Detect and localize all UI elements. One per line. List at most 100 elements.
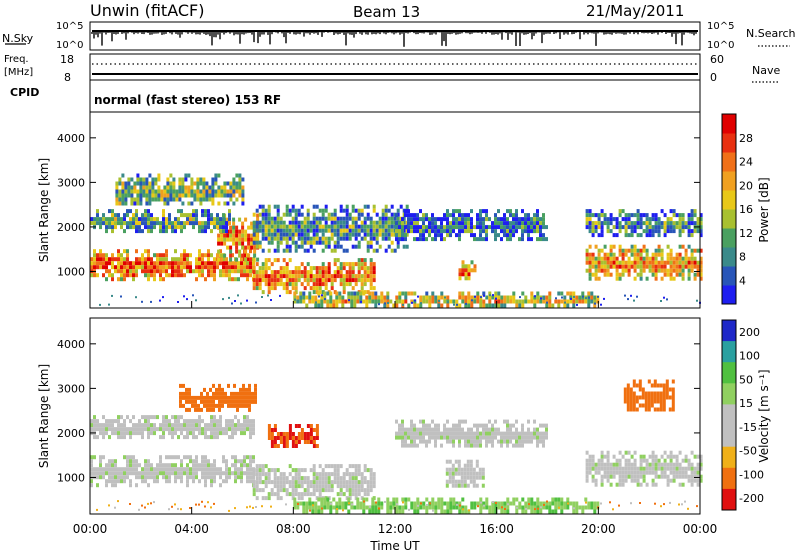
floor-speckle <box>210 506 212 509</box>
range-time-cell <box>99 467 102 472</box>
range-time-cell <box>242 399 245 404</box>
range-time-cell <box>533 299 537 304</box>
range-time-cell <box>153 273 156 278</box>
range-time-cell <box>270 262 274 267</box>
range-time-cell <box>572 299 576 304</box>
range-time-cell <box>425 439 428 444</box>
range-time-cell <box>293 505 297 510</box>
range-time-cell <box>187 185 191 190</box>
range-time-cell <box>530 435 533 440</box>
range-time-cell <box>515 509 519 514</box>
range-time-cell <box>681 217 685 222</box>
range-time-cell <box>542 217 545 222</box>
range-time-cell <box>141 221 144 226</box>
range-time-cell <box>126 209 129 214</box>
date-title: 21/May/2011 <box>586 2 684 20</box>
range-time-cell <box>150 269 153 274</box>
range-time-cell <box>300 484 304 489</box>
range-time-cell <box>123 427 126 432</box>
range-time-cell <box>645 248 649 253</box>
range-time-cell <box>422 221 425 226</box>
range-time-cell <box>111 483 114 488</box>
range-time-cell <box>548 291 552 296</box>
range-time-cell <box>168 463 171 468</box>
range-time-cell <box>90 221 93 226</box>
range-time-cell <box>384 204 388 209</box>
range-time-cell <box>445 483 449 488</box>
range-time-cell <box>156 479 159 484</box>
range-time-cell <box>225 273 228 278</box>
range-time-cell <box>330 278 334 283</box>
floor-speckle <box>534 295 536 298</box>
range-time-cell <box>240 467 243 472</box>
range-time-cell <box>345 282 349 287</box>
range-time-cell <box>470 229 473 234</box>
range-time-cell <box>413 509 417 514</box>
range-time-cell <box>204 471 207 476</box>
range-time-cell <box>351 262 355 267</box>
range-time-cell <box>431 221 434 226</box>
range-time-cell <box>419 435 422 440</box>
range-time-cell <box>521 427 524 432</box>
range-time-cell <box>199 197 203 202</box>
range-time-cell <box>171 471 174 476</box>
range-time-cell <box>267 472 271 477</box>
range-time-cell <box>252 228 256 233</box>
range-time-cell <box>126 261 129 266</box>
range-time-cell <box>518 237 521 242</box>
range-time-cell <box>481 471 485 476</box>
range-time-cell <box>404 299 408 304</box>
range-time-cell <box>663 268 667 273</box>
range-time-cell <box>665 391 669 396</box>
range-time-cell <box>515 221 518 226</box>
range-time-cell <box>303 248 307 253</box>
range-time-cell <box>165 261 168 266</box>
range-time-cell <box>473 443 476 448</box>
range-time-cell <box>494 291 498 296</box>
range-time-cell <box>431 427 434 432</box>
range-time-cell <box>117 277 120 282</box>
floor-speckle <box>294 298 296 301</box>
range-time-cell <box>226 237 230 242</box>
range-time-cell <box>345 274 349 279</box>
range-time-cell <box>165 253 168 258</box>
range-time-cell <box>282 224 286 229</box>
range-time-cell <box>117 221 120 226</box>
range-time-cell <box>291 282 295 287</box>
range-time-cell <box>129 217 132 222</box>
range-time-cell <box>147 475 150 480</box>
range-time-cell <box>168 213 171 218</box>
range-time-cell <box>162 427 165 432</box>
range-time-cell <box>470 233 473 238</box>
range-time-cell <box>294 444 298 448</box>
range-time-cell <box>327 216 331 221</box>
range-time-cell <box>186 221 189 226</box>
range-time-cell <box>246 277 249 282</box>
range-time-cell <box>369 266 373 271</box>
range-time-cell <box>235 225 239 230</box>
range-time-cell <box>264 228 268 233</box>
range-time-cell <box>321 212 325 217</box>
floor-speckle <box>336 508 338 511</box>
range-time-cell <box>612 244 616 249</box>
range-time-cell <box>401 225 404 230</box>
range-time-cell <box>645 225 649 230</box>
range-time-cell <box>339 216 343 221</box>
range-time-cell <box>201 459 204 464</box>
range-time-cell <box>206 395 209 400</box>
range-time-cell <box>506 509 510 514</box>
range-time-cell <box>503 505 507 510</box>
range-time-cell <box>196 185 200 190</box>
range-time-cell <box>226 189 230 194</box>
range-time-cell <box>144 427 147 432</box>
floor-speckle <box>576 303 578 306</box>
range-time-cell <box>279 232 283 237</box>
range-time-cell <box>618 229 622 234</box>
range-time-cell <box>647 379 651 384</box>
range-time-cell <box>306 432 310 436</box>
range-time-cell <box>318 220 322 225</box>
range-time-cell <box>669 470 673 475</box>
range-time-cell <box>123 213 126 218</box>
range-time-cell <box>99 265 102 270</box>
